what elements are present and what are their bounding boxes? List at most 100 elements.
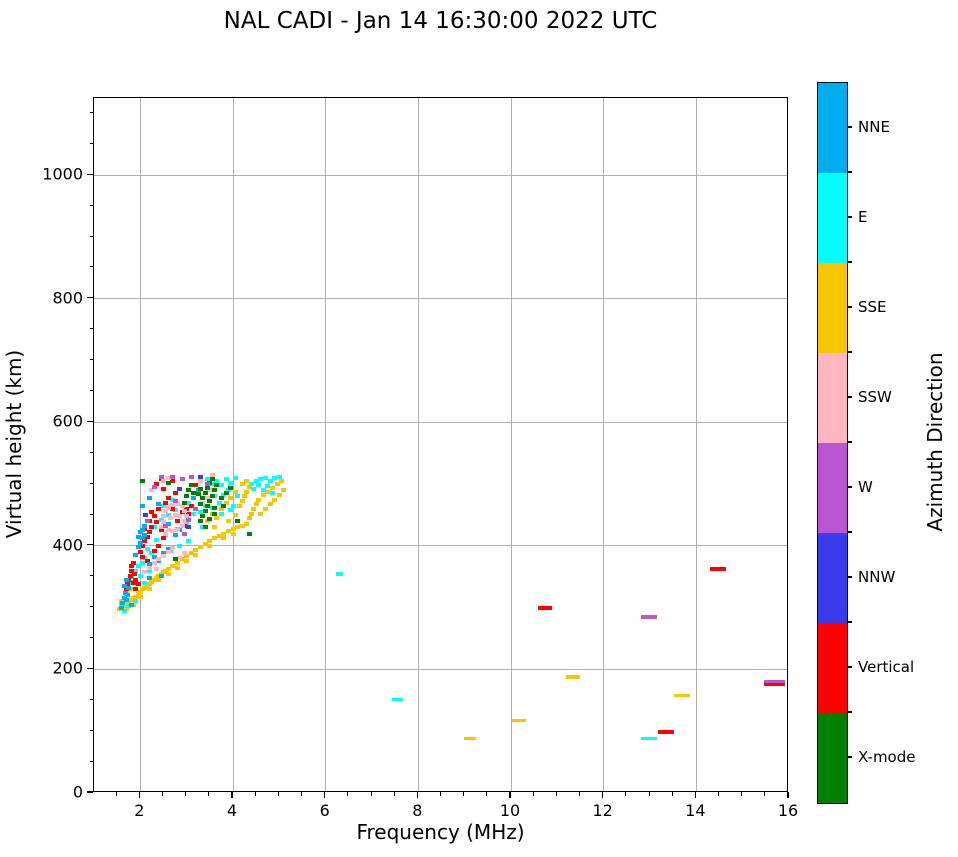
data-cell bbox=[158, 517, 164, 522]
data-cell bbox=[198, 509, 204, 514]
data-cell bbox=[140, 528, 146, 533]
data-cell bbox=[205, 504, 211, 509]
data-cell bbox=[133, 594, 139, 599]
data-cell bbox=[228, 485, 234, 490]
data-cell bbox=[249, 511, 255, 516]
data-cell bbox=[140, 479, 146, 484]
data-cell bbox=[156, 543, 162, 548]
x-minor-tick bbox=[671, 792, 673, 796]
x-tick-label: 8 bbox=[412, 801, 423, 820]
colorbar-tick bbox=[847, 396, 852, 398]
data-cell bbox=[172, 513, 178, 517]
data-cell bbox=[244, 479, 250, 484]
colorbar-tick bbox=[847, 216, 852, 218]
data-cell bbox=[174, 519, 180, 524]
data-cell bbox=[165, 566, 171, 571]
data-cell bbox=[133, 577, 139, 582]
data-cell bbox=[170, 479, 176, 484]
colorbar-tick bbox=[847, 666, 852, 668]
y-minor-tick bbox=[89, 204, 93, 206]
data-cell bbox=[143, 513, 149, 517]
y-tick-label: 800 bbox=[52, 288, 83, 308]
data-cell bbox=[188, 503, 194, 508]
data-cell bbox=[147, 495, 153, 500]
data-cell bbox=[154, 576, 160, 580]
data-cell bbox=[205, 482, 211, 487]
data-cell bbox=[214, 516, 220, 521]
x-minor-tick bbox=[393, 792, 395, 796]
data-cell bbox=[239, 523, 245, 528]
data-cell bbox=[205, 477, 211, 482]
y-minor-tick bbox=[89, 760, 93, 762]
data-cell bbox=[184, 514, 190, 519]
y-minor-tick bbox=[89, 142, 93, 144]
data-cell bbox=[133, 587, 139, 592]
data-cell bbox=[154, 520, 160, 525]
data-cell bbox=[184, 494, 190, 499]
data-cell bbox=[151, 555, 157, 559]
data-cell bbox=[211, 505, 217, 510]
data-cell bbox=[133, 599, 139, 604]
data-point bbox=[763, 679, 785, 684]
data-cell bbox=[258, 511, 264, 516]
data-cell bbox=[179, 477, 185, 482]
data-cell bbox=[165, 527, 171, 532]
plot-area bbox=[93, 97, 788, 792]
data-cell bbox=[123, 577, 129, 582]
data-cell bbox=[214, 483, 220, 488]
data-cell bbox=[156, 506, 162, 511]
colorbar-tick bbox=[847, 351, 852, 353]
data-cell bbox=[163, 531, 169, 536]
x-minor-tick bbox=[486, 792, 488, 796]
x-tick-label: 16 bbox=[777, 801, 799, 820]
x-minor-tick bbox=[185, 792, 187, 796]
data-cell bbox=[211, 488, 217, 493]
data-cell bbox=[158, 525, 164, 530]
x-minor-tick bbox=[370, 792, 372, 796]
data-cell bbox=[177, 487, 183, 492]
y-minor-tick bbox=[89, 729, 93, 731]
y-minor-tick bbox=[89, 575, 93, 577]
x-major-tick bbox=[324, 792, 326, 798]
data-cell bbox=[255, 497, 261, 502]
data-cell bbox=[211, 536, 217, 541]
data-cell bbox=[200, 495, 206, 500]
data-cell bbox=[244, 489, 250, 494]
colorbar-tick bbox=[847, 756, 852, 758]
data-cell bbox=[140, 561, 146, 566]
data-cell bbox=[202, 490, 208, 495]
data-cell bbox=[177, 556, 183, 561]
colorbar-tick bbox=[847, 261, 852, 263]
colorbar-tick bbox=[847, 621, 852, 623]
x-tick-label: 4 bbox=[226, 801, 238, 820]
data-cell bbox=[209, 472, 215, 477]
data-cell bbox=[184, 554, 190, 559]
data-cell bbox=[149, 525, 155, 530]
gridline-horizontal bbox=[94, 298, 787, 300]
data-cell bbox=[253, 479, 259, 484]
y-minor-tick bbox=[89, 637, 93, 639]
data-cell bbox=[149, 551, 155, 556]
data-cell bbox=[239, 499, 245, 504]
data-cell bbox=[265, 489, 271, 494]
data-cell bbox=[184, 506, 190, 511]
x-minor-tick bbox=[162, 792, 163, 796]
x-major-tick bbox=[694, 792, 696, 798]
y-minor-tick bbox=[89, 111, 93, 113]
data-cell bbox=[223, 500, 229, 505]
colorbar-segment bbox=[818, 623, 847, 713]
data-cell bbox=[140, 536, 146, 541]
colorbar-entry-label: SSW bbox=[858, 388, 892, 406]
data-cell bbox=[172, 532, 178, 537]
colorbar-entry-label: SSE bbox=[858, 298, 887, 316]
colorbar-entry-label: NNW bbox=[858, 568, 896, 586]
data-cell bbox=[186, 511, 192, 516]
data-cell bbox=[191, 511, 197, 516]
gridline-vertical bbox=[695, 98, 697, 791]
data-cell bbox=[137, 540, 143, 545]
data-cell bbox=[232, 513, 238, 517]
azimuth-colorbar bbox=[817, 82, 848, 804]
data-cell bbox=[144, 546, 150, 551]
x-major-tick bbox=[509, 792, 511, 798]
x-minor-tick bbox=[532, 792, 534, 796]
